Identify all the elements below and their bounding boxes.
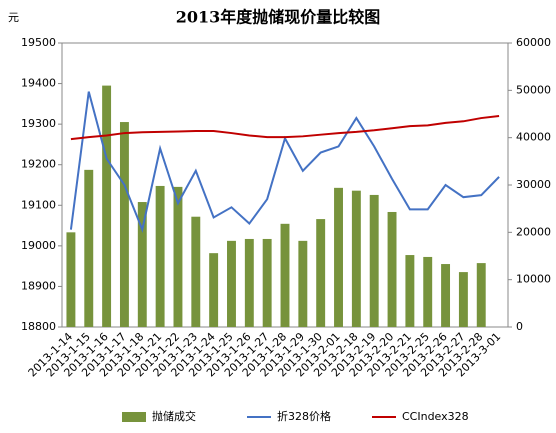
bar xyxy=(84,169,94,327)
bar xyxy=(369,194,379,327)
legend-label: 抛储成交 xyxy=(152,409,196,423)
bar xyxy=(476,263,486,327)
y2-tick-label: 40000 xyxy=(516,131,551,144)
y-tick-label: 19200 xyxy=(21,158,56,171)
bar xyxy=(298,240,308,327)
y-tick-label: 19400 xyxy=(21,77,56,90)
y-tick-label: 18900 xyxy=(21,279,56,292)
bar xyxy=(137,202,147,327)
bar xyxy=(458,272,468,327)
bar xyxy=(316,219,326,327)
legend-label: CCIndex328 xyxy=(402,410,469,423)
chart-title: 2013年度抛储现价量比较图 xyxy=(176,8,381,27)
y2-tick-label: 50000 xyxy=(516,83,551,96)
bar xyxy=(280,223,290,327)
bar xyxy=(209,253,219,327)
legend-swatch xyxy=(122,412,146,422)
y2-tick-label: 30000 xyxy=(516,178,551,191)
bar xyxy=(173,186,183,327)
y-axis-label: 元 xyxy=(8,11,19,24)
y2-tick-label: 0 xyxy=(516,320,523,333)
bar xyxy=(227,240,236,327)
bar xyxy=(334,187,343,327)
bar xyxy=(351,190,361,327)
legend-label: 折328价格 xyxy=(277,409,331,423)
bar xyxy=(244,238,254,327)
bar xyxy=(405,255,415,327)
line xyxy=(69,91,500,234)
bar xyxy=(102,85,112,327)
bar xyxy=(119,122,129,328)
bar xyxy=(387,211,397,327)
bar xyxy=(191,216,201,327)
y-tick-label: 19300 xyxy=(21,117,56,130)
y-tick-label: 19000 xyxy=(21,239,56,252)
bar xyxy=(155,185,165,327)
y-tick-label: 18800 xyxy=(21,320,56,333)
line xyxy=(70,115,500,141)
y2-tick-label: 10000 xyxy=(516,273,551,286)
y-tick-label: 19100 xyxy=(21,198,56,211)
bar xyxy=(423,256,433,327)
bar xyxy=(66,232,76,327)
bar xyxy=(441,264,451,327)
y-tick-label: 19500 xyxy=(21,36,56,49)
bar xyxy=(262,238,272,327)
y2-tick-label: 20000 xyxy=(516,225,551,238)
y2-tick-label: 60000 xyxy=(516,36,551,49)
